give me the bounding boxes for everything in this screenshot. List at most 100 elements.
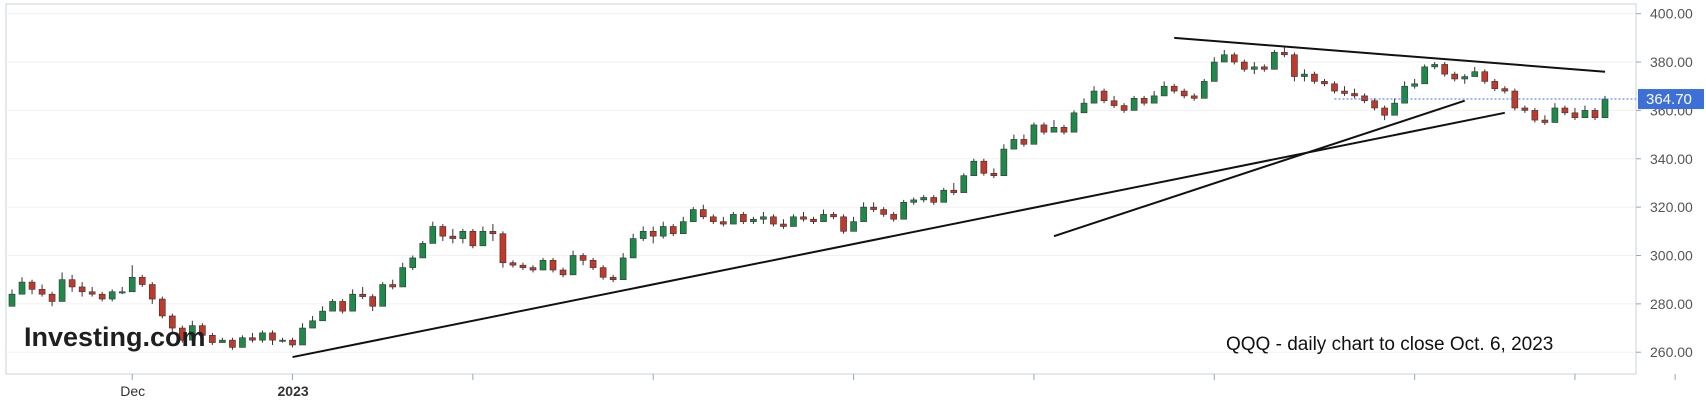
- candle-body: [349, 293, 356, 312]
- candle-body: [1361, 95, 1368, 102]
- candle: [549, 257, 557, 273]
- candle: [28, 279, 36, 295]
- x-axis: Dec 2023: [120, 374, 1676, 399]
- candle: [1321, 78, 1328, 87]
- candle: [920, 195, 928, 203]
- candle: [1241, 59, 1248, 72]
- candle: [1010, 134, 1018, 150]
- candle: [990, 168, 998, 179]
- candle-body: [549, 260, 557, 271]
- candle: [469, 228, 477, 249]
- candle-body: [579, 255, 587, 261]
- candle: [770, 214, 777, 227]
- candle: [1291, 52, 1298, 82]
- candle-body: [1521, 107, 1529, 111]
- candle: [209, 332, 216, 345]
- candle: [1411, 78, 1418, 89]
- candle: [1381, 105, 1388, 121]
- y-tick-label: 260.00: [1650, 344, 1693, 360]
- candle-body: [1581, 110, 1589, 118]
- candle-body: [1080, 102, 1088, 114]
- candle-body: [1411, 83, 1418, 87]
- candle: [509, 260, 517, 268]
- candle: [409, 255, 417, 271]
- candle: [459, 228, 467, 244]
- candle-body: [1601, 98, 1609, 118]
- candle: [930, 195, 938, 205]
- candle: [138, 274, 146, 287]
- candle-body: [780, 223, 787, 227]
- candle: [800, 211, 807, 222]
- candle: [659, 221, 667, 239]
- candle-body: [1150, 95, 1158, 104]
- candle-body: [379, 284, 387, 307]
- candle-body: [1351, 93, 1358, 97]
- candle-body: [239, 337, 246, 348]
- candle: [1251, 62, 1258, 75]
- candle: [579, 253, 587, 266]
- candle-body: [699, 209, 707, 218]
- candle-body: [459, 231, 467, 239]
- candle-body: [1020, 139, 1028, 145]
- candle-body: [499, 233, 507, 264]
- candle: [890, 211, 897, 222]
- candle: [1351, 88, 1358, 99]
- candle-body: [970, 160, 978, 176]
- candle-body: [1421, 66, 1428, 85]
- candle-body: [429, 226, 437, 244]
- candle-body: [1000, 148, 1008, 176]
- candle: [189, 320, 196, 341]
- candle-body: [309, 320, 316, 329]
- candle: [980, 158, 988, 176]
- candle-body: [1070, 112, 1078, 133]
- candle-body: [509, 262, 517, 266]
- candle-body: [1561, 107, 1569, 114]
- candle: [559, 267, 567, 278]
- candle-body: [148, 284, 156, 300]
- candle: [429, 221, 437, 244]
- candle-body: [1591, 110, 1599, 118]
- candle: [1581, 105, 1589, 118]
- candle: [740, 211, 747, 225]
- candle: [489, 224, 497, 241]
- candle-body: [1120, 105, 1128, 111]
- candle-body: [619, 257, 627, 280]
- candle: [589, 257, 597, 271]
- candle-body: [269, 332, 276, 341]
- candle: [399, 262, 407, 288]
- candle: [1341, 86, 1348, 96]
- candle-body: [449, 235, 457, 239]
- trendlines: [292, 36, 1606, 359]
- candle-body: [1130, 98, 1138, 111]
- candle-body: [900, 202, 907, 220]
- candle-body: [659, 226, 667, 237]
- candle-body: [870, 206, 877, 210]
- candle-body: [1030, 124, 1038, 145]
- last-price-label: 364.70: [1646, 91, 1692, 108]
- candle-body: [850, 221, 857, 232]
- candle: [1481, 69, 1489, 84]
- candle: [349, 289, 356, 312]
- candle: [1100, 88, 1108, 104]
- candle: [359, 286, 366, 300]
- investing-logo: Investing.com: [24, 322, 206, 352]
- candle: [369, 294, 376, 312]
- candle-body: [1100, 90, 1108, 102]
- candle: [419, 240, 427, 259]
- last-price-tag: [1638, 89, 1704, 110]
- candle: [389, 279, 397, 290]
- candle: [1591, 107, 1599, 121]
- candle: [219, 337, 226, 343]
- candle: [960, 173, 968, 193]
- trendline-support-upper: [1053, 99, 1466, 238]
- candle-body: [1321, 81, 1328, 85]
- candle-body: [1110, 100, 1118, 106]
- candle: [449, 228, 457, 244]
- candle-body: [259, 332, 266, 341]
- candle-body: [1461, 76, 1469, 80]
- candle: [1150, 91, 1158, 104]
- candle: [669, 224, 677, 237]
- candle-body: [1541, 119, 1549, 123]
- candle-body: [1190, 95, 1198, 99]
